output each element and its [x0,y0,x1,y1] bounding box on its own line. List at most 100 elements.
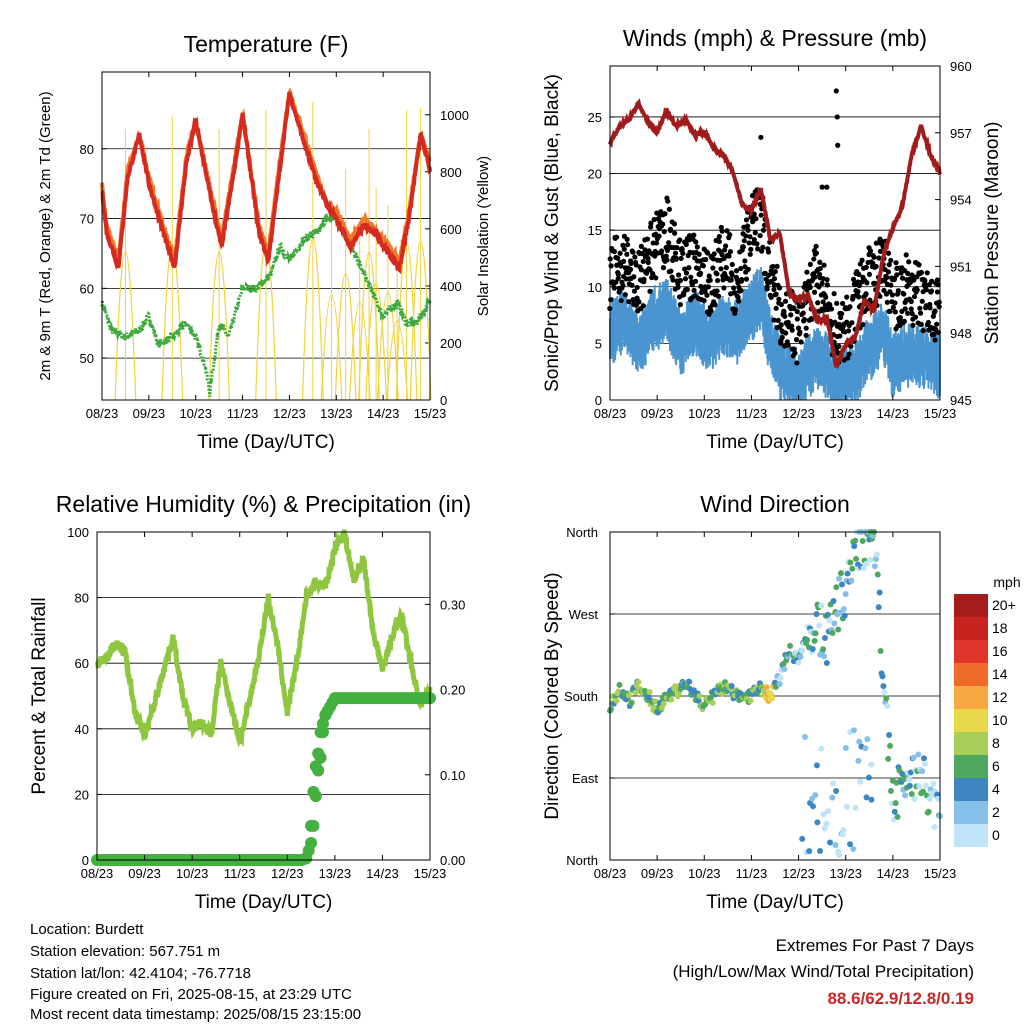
gust-point [813,243,819,249]
gust-point [683,270,690,276]
direction-point [916,783,923,790]
direction-point [867,556,874,563]
gust-point [630,249,636,255]
gust-point [648,224,654,230]
direction-point [833,584,840,591]
gust-point [644,236,651,242]
gust-point [668,268,674,274]
gust-point [708,308,714,314]
gust-point [704,292,710,298]
gust-point [748,246,754,252]
gust-point [918,321,924,328]
direction-point [833,787,840,794]
gust-point [741,238,747,244]
gust-point [837,333,843,339]
gust-point [916,262,922,268]
direction-point [871,563,878,570]
gust-point [901,291,907,297]
gust-point [924,270,930,276]
legend-swatch [954,755,988,778]
gust-point [834,300,840,306]
winds-xlabel: Time (Day/UTC) [706,432,844,453]
direction-point [829,794,836,801]
gust-point [905,270,911,276]
direction-point [841,612,848,619]
gust-point [835,142,841,148]
winds-y2tick-label: 960 [950,59,972,74]
gust-point [815,300,821,306]
gust-point [636,299,642,305]
gust-point [824,184,830,190]
legend-swatch [954,709,988,732]
humidity-ytick-label: 60 [75,656,89,671]
legend-label: 0 [992,827,1000,843]
direction-point [887,742,894,749]
wind-direction-xtick-label: 11/23 [736,866,768,881]
direction-point [776,680,783,687]
gust-point [788,312,794,318]
gust-point [768,294,774,300]
gust-point [731,285,737,291]
gust-point [642,247,648,253]
extremes-subtitle: (High/Low/Max Wind/Total Precipitation) [672,962,974,981]
direction-point [632,689,639,696]
gust-point [782,313,788,319]
gust-point [653,240,660,246]
wind-direction-ytick-label: North [566,853,598,868]
gust-point [719,228,725,234]
pressure-ylabel: Station Pressure (Maroon) [982,122,1003,345]
gust-point [771,317,777,323]
direction-point [823,820,830,827]
gust-point [638,267,644,273]
winds-y2tick-label: 945 [950,393,972,408]
gust-point [707,277,713,283]
gust-point [793,337,800,343]
gust-point [836,343,842,349]
humidity-xtick-label: 10/23 [176,866,209,881]
extremes-title: Extremes For Past 7 Days [775,936,974,955]
gust-point [624,236,630,242]
gust-point [710,265,716,271]
direction-point [908,791,915,798]
direction-point [876,589,883,596]
gust-point [797,329,803,335]
direction-point [835,626,842,633]
gust-point [696,251,702,257]
temperature-xtick-label: 13/23 [320,406,353,421]
gust-point [910,322,916,328]
gust-point [792,350,798,356]
gust-point [624,242,631,248]
direction-point [877,648,884,655]
gust-point [899,275,906,281]
direction-point [616,681,623,688]
wind-direction-title: Wind Direction [700,491,850,517]
gust-point [660,221,666,227]
gust-point [728,277,734,283]
precip-point [305,836,318,849]
gust-point [845,328,852,334]
gust-point [856,294,862,300]
gust-point [613,279,619,285]
gust-point [680,250,686,256]
direction-point [660,700,667,707]
pressure-line [608,98,942,370]
gust-point [641,276,647,282]
gust-point [686,237,692,243]
gust-point [705,250,711,256]
direction-point [695,697,702,704]
gust-point [727,232,733,238]
humidity-xtick-label: 15/23 [414,866,447,881]
extremes-values: 88.6/62.9/12.8/0.19 [827,989,974,1008]
gust-point [892,300,898,306]
gust-point [845,355,851,361]
wind-direction-chart: Wind DirectionNorthEastSouthWestNorth08/… [542,491,1021,913]
gust-point [648,220,654,226]
gust-point [849,320,855,326]
legend-swatch [954,778,988,801]
gust-point [670,277,676,283]
gust-point [666,206,672,212]
gust-point [620,282,626,289]
direction-point [823,660,830,667]
gust-point [740,244,746,250]
temperature-xlabel: Time (Day/UTC) [197,432,335,453]
